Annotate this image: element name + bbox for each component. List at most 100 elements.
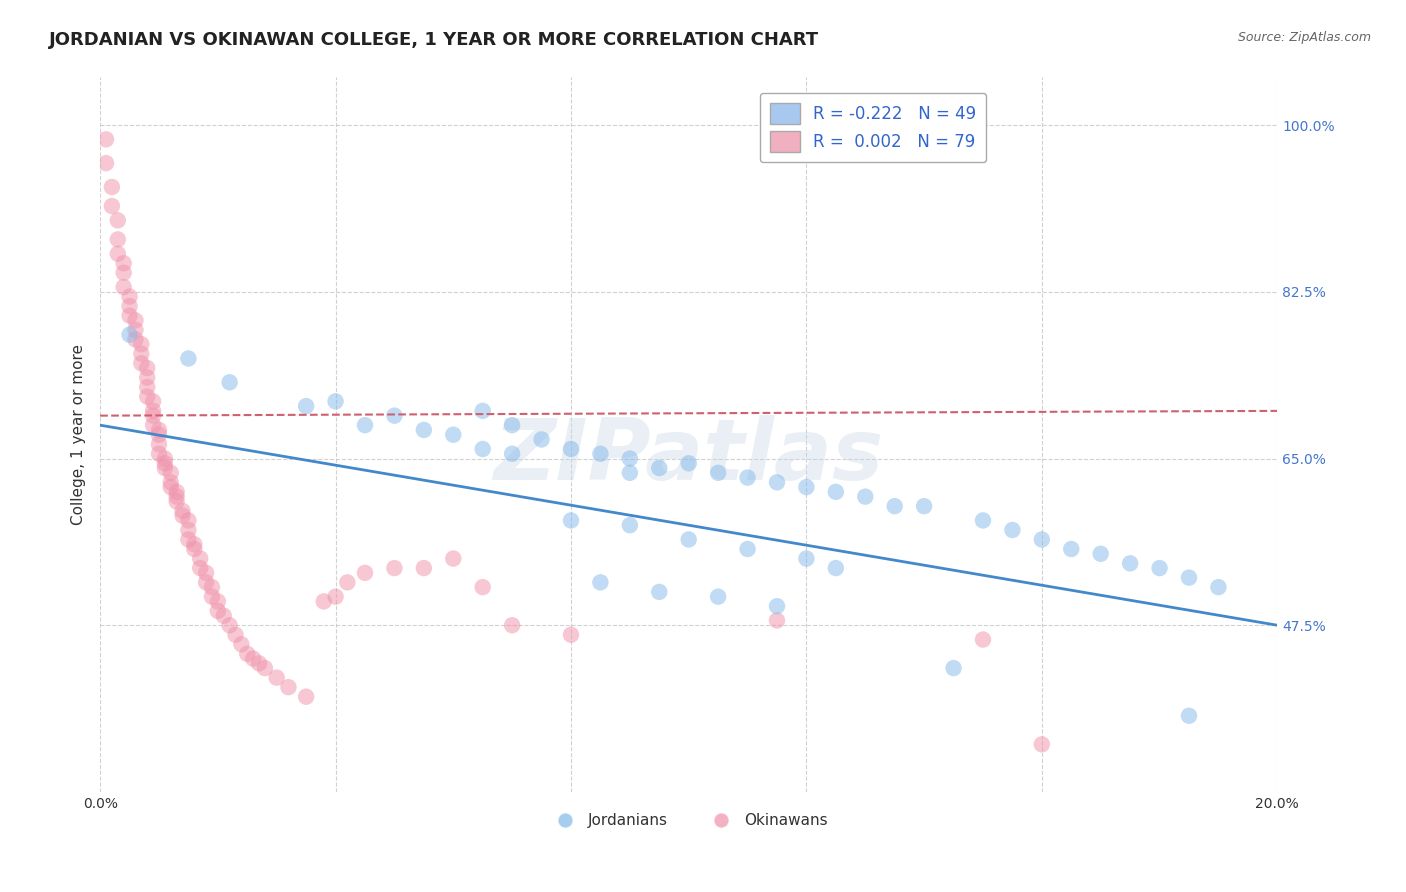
Point [124, 323, 146, 337]
Point [153, 451, 176, 466]
Point [471, 580, 494, 594]
Point [159, 475, 181, 490]
Point [153, 456, 176, 470]
Point [266, 671, 288, 685]
Point [796, 480, 818, 494]
Point [136, 370, 159, 384]
Point [737, 541, 759, 556]
Point [384, 409, 406, 423]
Point [136, 390, 159, 404]
Point [354, 418, 377, 433]
Point [212, 608, 235, 623]
Point [471, 404, 494, 418]
Point [560, 442, 582, 456]
Point [107, 246, 129, 260]
Point [295, 399, 318, 413]
Point [560, 513, 582, 527]
Point [707, 466, 730, 480]
Point [354, 566, 377, 580]
Point [501, 447, 523, 461]
Point [766, 614, 789, 628]
Point [131, 337, 153, 351]
Point [188, 551, 211, 566]
Point [648, 461, 671, 475]
Point [883, 499, 905, 513]
Point [312, 594, 335, 608]
Point [972, 513, 994, 527]
Point [648, 585, 671, 599]
Point [1208, 580, 1230, 594]
Point [148, 447, 170, 461]
Point [177, 523, 200, 537]
Point [124, 333, 146, 347]
Point [207, 594, 229, 608]
Point [107, 232, 129, 246]
Point [972, 632, 994, 647]
Point [177, 533, 200, 547]
Point [589, 447, 612, 461]
Point [177, 513, 200, 527]
Point [159, 480, 181, 494]
Point [277, 680, 299, 694]
Point [853, 490, 876, 504]
Point [136, 361, 159, 376]
Point [142, 418, 165, 433]
Point [1031, 533, 1053, 547]
Point [1001, 523, 1024, 537]
Point [118, 299, 141, 313]
Point [796, 551, 818, 566]
Point [242, 651, 264, 665]
Point [218, 376, 240, 390]
Point [153, 461, 176, 475]
Point [183, 537, 205, 551]
Point [253, 661, 276, 675]
Point [1119, 557, 1142, 571]
Point [136, 380, 159, 394]
Point [678, 533, 700, 547]
Point [247, 657, 270, 671]
Point [142, 409, 165, 423]
Point [101, 180, 124, 194]
Point [1060, 541, 1083, 556]
Point [336, 575, 359, 590]
Text: Source: ZipAtlas.com: Source: ZipAtlas.com [1237, 31, 1371, 45]
Point [148, 423, 170, 437]
Point [412, 423, 434, 437]
Legend: Jordanians, Okinawans: Jordanians, Okinawans [544, 807, 834, 834]
Point [183, 541, 205, 556]
Point [101, 199, 124, 213]
Point [560, 628, 582, 642]
Point [824, 561, 846, 575]
Point [172, 508, 194, 523]
Point [619, 518, 641, 533]
Point [195, 575, 218, 590]
Point [707, 590, 730, 604]
Point [1031, 737, 1053, 751]
Point [148, 437, 170, 451]
Point [766, 599, 789, 614]
Point [1178, 571, 1201, 585]
Point [942, 661, 965, 675]
Point [441, 427, 464, 442]
Point [236, 647, 259, 661]
Point [501, 418, 523, 433]
Point [94, 132, 117, 146]
Point [824, 484, 846, 499]
Point [142, 394, 165, 409]
Point [737, 470, 759, 484]
Point [131, 356, 153, 370]
Point [131, 347, 153, 361]
Point [1178, 708, 1201, 723]
Point [188, 561, 211, 575]
Point [1090, 547, 1112, 561]
Point [218, 618, 240, 632]
Point [589, 575, 612, 590]
Point [112, 266, 135, 280]
Point [142, 404, 165, 418]
Y-axis label: College, 1 year or more: College, 1 year or more [72, 344, 86, 525]
Point [177, 351, 200, 366]
Point [619, 451, 641, 466]
Point [166, 490, 188, 504]
Point [201, 580, 224, 594]
Point [912, 499, 935, 513]
